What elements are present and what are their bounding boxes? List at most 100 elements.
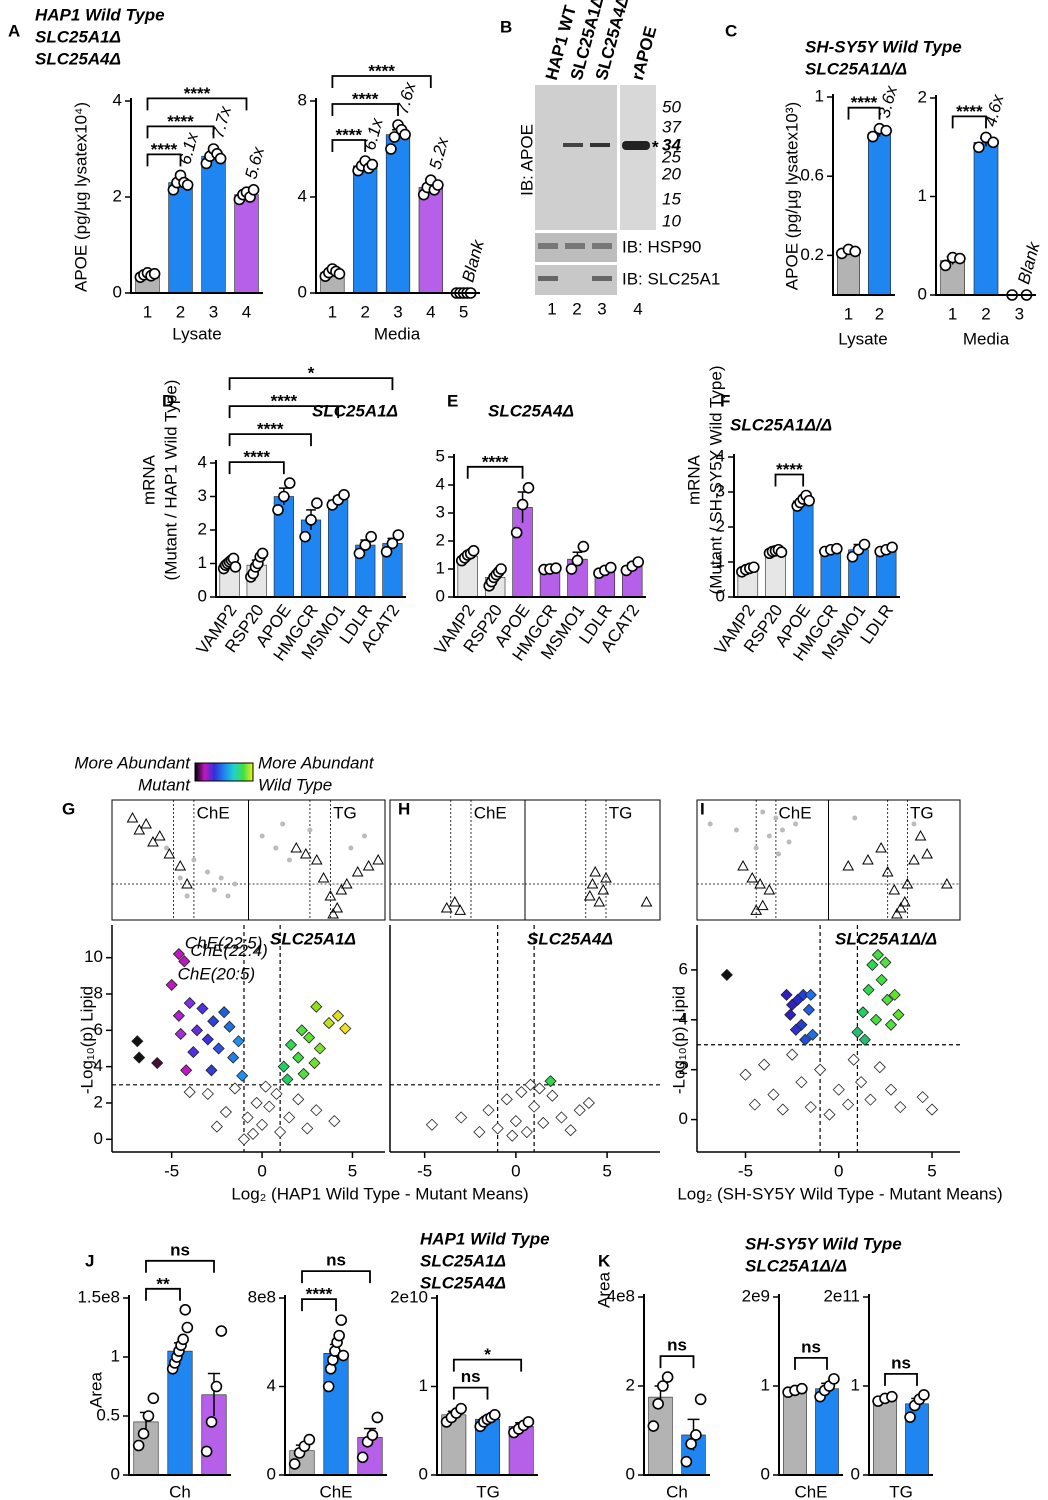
data-point: [516, 498, 529, 511]
data-point: [215, 1325, 228, 1337]
lipid-point: [799, 1033, 812, 1046]
inset-triangle: [746, 871, 759, 883]
y-tick-label: 0: [298, 282, 307, 301]
band: [563, 143, 583, 147]
lipid-point: [301, 1122, 314, 1135]
marker-label: 37: [662, 117, 681, 136]
lipid-point: [228, 1082, 242, 1095]
lipid-point: [795, 1076, 808, 1089]
y-tick-label: 4: [716, 446, 725, 465]
data-point: [181, 1321, 194, 1334]
panel-label: F: [720, 391, 730, 410]
legend-entry: HAP1 Wild Type: [420, 1229, 550, 1248]
lipid-point: [172, 947, 185, 961]
significance-bracket: [452, 1386, 489, 1400]
y-tick-label: 0: [679, 1109, 688, 1128]
lipid-point: [322, 1016, 336, 1030]
inset-triangle: [324, 889, 337, 901]
lipid-point: [804, 1101, 817, 1114]
marker-label: 34: [662, 135, 681, 154]
inset-triangle: [756, 899, 769, 911]
panel-label: H: [398, 799, 410, 818]
significance-label: ns: [461, 1367, 481, 1386]
data-point: [137, 1427, 150, 1440]
data-point: [632, 556, 645, 568]
inset-dot: [707, 821, 713, 827]
antibody-label: IB: HSP90: [622, 237, 701, 256]
inset-dot: [191, 857, 197, 863]
inset-triangle: [941, 877, 953, 889]
bar-label: 4.6x: [981, 92, 1008, 128]
data-point: [288, 1458, 301, 1470]
inset-triangle: [310, 853, 323, 865]
y-tick-label: 3: [436, 502, 445, 521]
x-tick-label: 3: [209, 302, 218, 321]
data-point: [210, 1380, 223, 1393]
lipid-point: [223, 1020, 236, 1033]
significance-label: ****: [368, 61, 395, 80]
data-point: [550, 562, 562, 574]
y-tick-label: 8e8: [248, 1287, 276, 1306]
x-tick-label: 5: [602, 1161, 611, 1180]
inset-dot: [286, 857, 292, 863]
lipid-point: [255, 1118, 269, 1131]
lipid-point: [864, 1093, 877, 1106]
inset-triangle: [454, 904, 467, 915]
inset-triangle: [898, 895, 911, 907]
y-tick-label: 2: [716, 516, 725, 535]
inset-dot: [348, 845, 354, 851]
y-axis-label: APOE (pg/µg lysatex10³): [782, 102, 801, 290]
y-tick-label: 2e10: [390, 1287, 428, 1306]
lipid-point: [564, 1124, 577, 1137]
x-tick-label: 2: [981, 304, 990, 323]
lipid-point: [884, 1018, 898, 1031]
lipid-point: [925, 1103, 939, 1116]
inset-triangle: [586, 877, 599, 889]
lane-number: 1: [547, 299, 556, 318]
y-tick-label: 1.5e8: [77, 1287, 120, 1306]
lipid-point: [832, 1083, 845, 1096]
x-tick-label: 0: [834, 1161, 843, 1180]
bar-label: Blank: [458, 237, 488, 284]
inset-triangle: [362, 859, 375, 871]
y-tick-label: 2: [113, 186, 122, 205]
data-point: [283, 477, 296, 489]
lipid-point: [855, 1076, 868, 1089]
bar-label: 7.7x: [208, 104, 235, 140]
lipid-point: [780, 988, 793, 1001]
y-tick-label: 0: [626, 1464, 635, 1483]
lipid-point: [873, 1061, 886, 1074]
data-point: [604, 561, 617, 574]
lipid-point: [183, 997, 196, 1010]
bar: [792, 500, 814, 598]
lipid-point: [232, 1035, 245, 1048]
lipid-point: [916, 1091, 929, 1104]
data-point: [939, 259, 952, 272]
x-tick-label: 2: [875, 304, 884, 323]
lipid-point: [524, 1078, 537, 1091]
lipid-point: [520, 1125, 533, 1139]
inset-dot: [164, 845, 170, 851]
data-point: [918, 1389, 930, 1401]
x-axis-label: Media: [374, 324, 421, 343]
y-axis-label: (Mutant / HAP1 Wild Type): [161, 380, 180, 581]
lipid-point: [500, 1093, 513, 1106]
legend-entry: SLC25A1Δ: [35, 27, 121, 46]
lipid-point: [263, 1100, 276, 1113]
y-tick-label: 2: [436, 530, 445, 549]
inset-triangle: [891, 907, 903, 919]
significance-bracket: [301, 1298, 337, 1312]
data-point: [880, 124, 892, 137]
data-point: [392, 529, 405, 541]
inset-frame: [828, 799, 961, 921]
band: [538, 243, 558, 249]
inset-triangle: [133, 823, 146, 835]
data-point: [229, 561, 242, 573]
data-point: [987, 136, 1000, 149]
y-tick-label: 0: [851, 1464, 860, 1483]
lane-number: 2: [572, 299, 581, 318]
inset-dot: [177, 875, 183, 881]
x-axis-label: Lysate: [172, 324, 221, 343]
inset-dot: [307, 827, 313, 833]
